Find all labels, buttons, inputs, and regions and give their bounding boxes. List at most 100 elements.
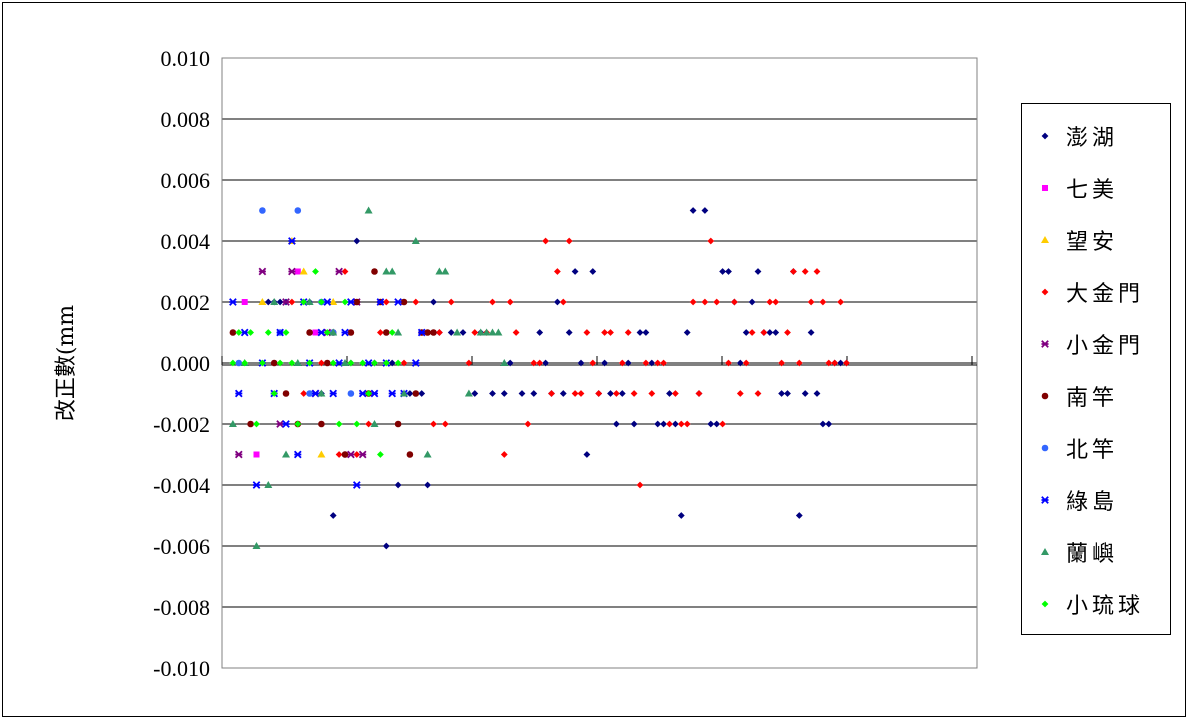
data-point bbox=[500, 359, 509, 366]
data-point bbox=[318, 359, 325, 367]
data-point bbox=[795, 359, 803, 367]
legend-item: 澎湖 bbox=[1022, 116, 1170, 156]
data-point bbox=[423, 450, 432, 458]
data-point bbox=[801, 268, 809, 275]
legend-marker-shape bbox=[1042, 185, 1048, 191]
data-point bbox=[294, 268, 301, 275]
data-point bbox=[648, 359, 656, 367]
y-tick-label: 0.008 bbox=[161, 107, 211, 132]
series-1 bbox=[264, 207, 850, 550]
legend-marker-shape bbox=[1041, 340, 1049, 348]
data-point bbox=[672, 390, 679, 397]
data-point bbox=[312, 268, 319, 275]
data-point bbox=[364, 359, 373, 367]
data-point bbox=[672, 420, 679, 428]
legend-item: 大金門 bbox=[1022, 272, 1170, 312]
data-point bbox=[813, 390, 821, 397]
data-point bbox=[542, 359, 549, 367]
data-point bbox=[595, 390, 603, 397]
data-point bbox=[837, 298, 844, 306]
data-point bbox=[347, 450, 355, 459]
data-point bbox=[235, 359, 243, 367]
data-point bbox=[299, 267, 308, 275]
data-point bbox=[288, 298, 296, 306]
legend-marker-shape bbox=[1041, 548, 1049, 555]
data-point bbox=[282, 450, 290, 458]
data-point bbox=[701, 298, 709, 306]
data-point bbox=[293, 359, 302, 366]
data-point bbox=[259, 359, 266, 367]
data-point bbox=[654, 359, 662, 367]
data-point bbox=[524, 420, 532, 428]
legend-marker-shape bbox=[1041, 444, 1049, 452]
data-point bbox=[571, 268, 579, 275]
data-point bbox=[352, 481, 361, 489]
data-point bbox=[772, 329, 780, 336]
legend-label: 南竿 bbox=[1066, 386, 1119, 411]
y-axis-label: 改正數(mm bbox=[54, 305, 79, 421]
data-point bbox=[825, 420, 833, 428]
data-point bbox=[713, 420, 721, 428]
y-tick-label: 0.010 bbox=[161, 46, 211, 71]
data-point bbox=[707, 420, 715, 428]
data-point bbox=[831, 359, 839, 367]
data-point bbox=[542, 237, 549, 245]
data-point bbox=[683, 420, 691, 428]
legend: 澎湖 七美 望安 大金門 小金門 南竿 北竿 綠島 蘭嶼 小琉球 bbox=[1021, 103, 1171, 635]
data-points bbox=[228, 206, 850, 550]
data-point bbox=[518, 390, 526, 397]
legend-marker-shape bbox=[1041, 496, 1049, 504]
data-point bbox=[613, 420, 620, 428]
data-point bbox=[565, 329, 573, 336]
data-point bbox=[784, 390, 791, 397]
data-point bbox=[394, 481, 402, 489]
data-point bbox=[725, 359, 732, 367]
legend-label: 小金門 bbox=[1066, 334, 1145, 359]
data-point bbox=[837, 359, 844, 367]
data-point bbox=[282, 420, 290, 428]
data-point bbox=[247, 420, 254, 428]
data-point bbox=[412, 298, 420, 306]
data-point bbox=[424, 481, 431, 489]
data-point bbox=[819, 298, 827, 306]
data-point bbox=[335, 267, 343, 276]
data-point bbox=[234, 389, 243, 398]
data-point bbox=[335, 451, 343, 458]
data-point bbox=[636, 329, 644, 336]
data-point bbox=[229, 329, 237, 336]
data-point bbox=[618, 359, 626, 367]
data-point bbox=[353, 298, 361, 306]
data-point bbox=[471, 329, 479, 336]
data-point bbox=[784, 329, 791, 336]
data-point bbox=[583, 329, 591, 336]
data-point bbox=[660, 420, 667, 428]
data-point bbox=[318, 298, 325, 306]
data-point bbox=[453, 328, 462, 336]
data-point bbox=[417, 328, 426, 337]
data-point bbox=[536, 359, 544, 367]
data-point bbox=[754, 268, 762, 275]
data-point bbox=[353, 237, 361, 245]
data-point bbox=[294, 207, 302, 214]
data-point bbox=[377, 451, 384, 458]
data-point bbox=[489, 298, 496, 306]
legend-marker bbox=[1041, 236, 1049, 243]
data-point bbox=[772, 298, 780, 306]
data-point bbox=[306, 390, 313, 397]
data-point bbox=[270, 390, 278, 397]
data-point bbox=[276, 359, 284, 367]
data-point bbox=[559, 298, 567, 306]
data-point bbox=[329, 359, 337, 367]
data-point bbox=[317, 389, 326, 397]
data-point bbox=[778, 359, 785, 367]
legend-marker bbox=[1041, 392, 1049, 400]
legend-marker bbox=[1041, 132, 1049, 140]
data-point bbox=[318, 420, 325, 428]
data-point bbox=[459, 329, 467, 336]
legend-marker-shape bbox=[1041, 236, 1049, 243]
data-point bbox=[276, 420, 284, 428]
data-point bbox=[447, 298, 455, 306]
data-point bbox=[371, 359, 378, 367]
series-2 bbox=[241, 268, 319, 458]
